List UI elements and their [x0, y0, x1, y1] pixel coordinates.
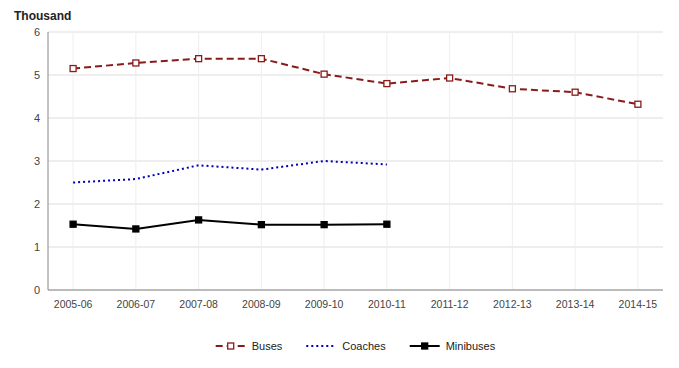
y-tick-label: 2 — [34, 198, 40, 210]
series-line — [73, 59, 638, 105]
y-tick-label: 4 — [34, 112, 40, 124]
y-grid-line — [48, 247, 663, 248]
x-tick-label: 2012-13 — [493, 298, 532, 310]
y-grid-line — [48, 118, 663, 119]
series-marker — [196, 56, 202, 62]
x-tick-label: 2008-09 — [242, 298, 281, 310]
legend-item: Buses — [216, 340, 283, 352]
series-marker — [321, 222, 327, 228]
y-grid-line — [48, 75, 663, 76]
chart-container: 0 1 2 3 4 5 6 2005-06 2006-07 2007-08 2008-09 2009-… — [0, 0, 679, 368]
legend: Buses Coaches Minibuses — [216, 340, 496, 352]
x-grid-line — [261, 32, 262, 290]
y-tick-label: 0 — [34, 284, 40, 296]
x-tick-label: 2014-15 — [619, 298, 658, 310]
x-tick-label: 2006-07 — [117, 298, 156, 310]
series-marker — [509, 86, 515, 92]
series-marker — [384, 81, 390, 87]
y-tick-label: 6 — [34, 26, 40, 38]
series-marker — [384, 221, 390, 227]
y-tick-label: 5 — [34, 69, 40, 81]
x-grid-line — [512, 32, 513, 290]
x-axis-line — [48, 290, 663, 291]
x-grid-line — [449, 32, 450, 290]
chart: 0 1 2 3 4 5 6 2005-06 2006-07 2007-08 2008-09 2009-… — [0, 0, 679, 368]
x-tick-label: 2011-12 — [431, 298, 469, 310]
series-marker — [258, 222, 264, 228]
y-grid-line — [48, 32, 663, 33]
series-marker — [321, 71, 327, 77]
plot-area — [48, 32, 663, 290]
grid — [48, 32, 663, 290]
series-marker — [70, 221, 76, 227]
series-marker — [635, 101, 641, 107]
x-grid-line — [637, 32, 638, 290]
series-marker — [133, 226, 139, 232]
series-line — [73, 220, 387, 229]
legend-item: Minibuses — [410, 340, 496, 352]
series-marker — [447, 75, 453, 81]
legend-label: Minibuses — [446, 340, 496, 352]
series-marker — [133, 60, 139, 66]
x-tick-label: 2007-08 — [179, 298, 218, 310]
y-axis-line — [48, 32, 49, 290]
series-marker — [196, 217, 202, 223]
x-tick-label: 2005-06 — [54, 298, 93, 310]
y-tick-label: 1 — [34, 241, 40, 253]
x-grid-line — [198, 32, 199, 290]
plot-marks — [70, 56, 641, 232]
y-tick-label: 3 — [34, 155, 40, 167]
series-line — [73, 161, 387, 183]
x-grid-line — [575, 32, 576, 290]
y-grid-line — [48, 161, 663, 162]
legend-swatch — [306, 345, 336, 347]
legend-label: Buses — [252, 340, 283, 352]
x-tick-label: 2013-14 — [556, 298, 595, 310]
y-grid-line — [48, 204, 663, 205]
legend-label: Coaches — [342, 340, 386, 352]
series-marker — [572, 89, 578, 95]
y-grid-line — [48, 290, 663, 291]
x-tick-label: 2009-10 — [305, 298, 344, 310]
x-grid-line — [386, 32, 387, 290]
x-grid-line — [135, 32, 136, 290]
legend-marker — [422, 343, 428, 349]
legend-item: Coaches — [306, 340, 386, 352]
y-axis-label: Thousand — [14, 9, 71, 23]
legend-marker — [228, 343, 234, 349]
x-tick-label: 2010-11 — [368, 298, 406, 310]
series-marker — [70, 66, 76, 72]
series-marker — [258, 56, 264, 62]
